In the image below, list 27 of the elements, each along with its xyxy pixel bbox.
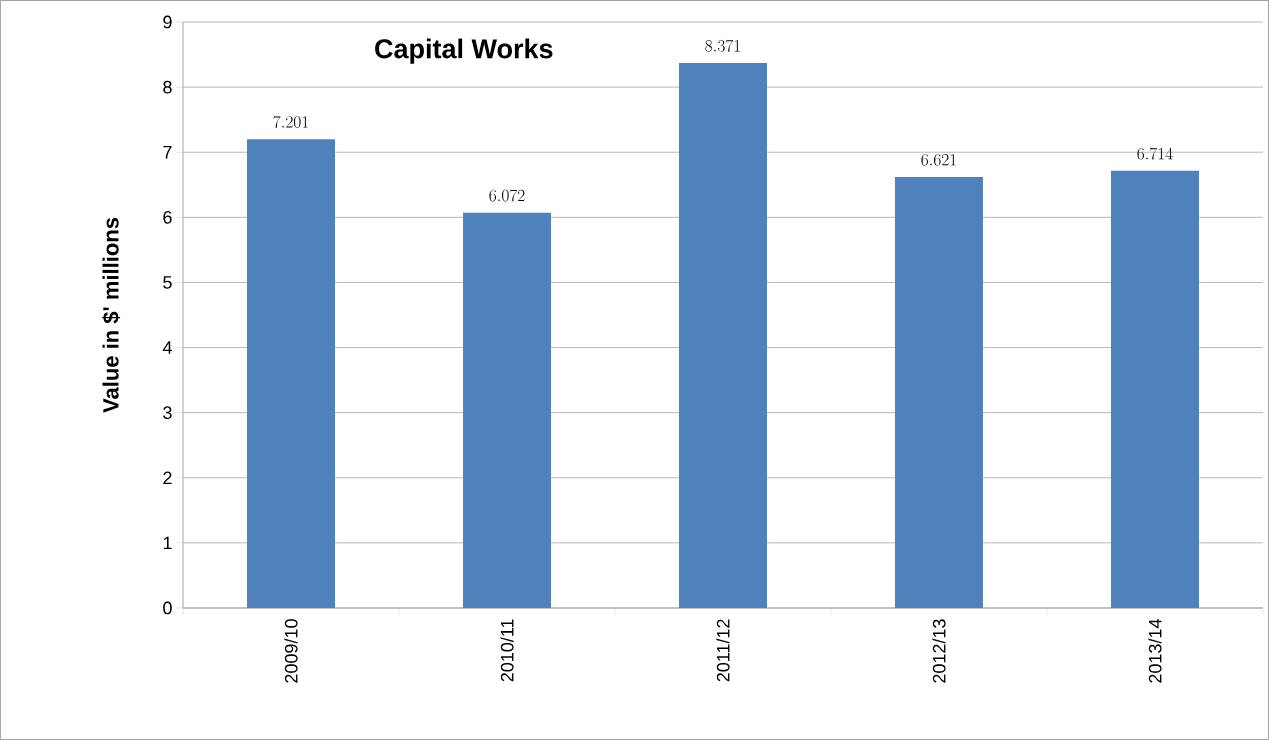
y-tick-label: 3 bbox=[163, 406, 172, 420]
bar bbox=[462, 212, 551, 608]
text: Capital Works bbox=[375, 38, 553, 64]
data-label: 6.072 bbox=[489, 189, 525, 202]
data-label: 7.201 bbox=[273, 115, 308, 128]
x-tick-label: 2009/10 bbox=[284, 619, 298, 683]
x-tick-label: 2011/12 bbox=[716, 619, 730, 682]
data-label: 6.621 bbox=[921, 153, 956, 166]
bar bbox=[1110, 170, 1199, 608]
y-tick-label: 0 bbox=[163, 601, 172, 615]
x-tick-label: 2013/14 bbox=[1148, 619, 1162, 683]
x-tick-label: 2010/11 bbox=[500, 619, 514, 682]
y-tick-label: 9 bbox=[163, 15, 172, 29]
y-tick-label: 8 bbox=[163, 80, 172, 94]
y-tick-label: 5 bbox=[163, 276, 172, 289]
y-tick-label: 1 bbox=[163, 536, 172, 550]
y-tick-label: 4 bbox=[162, 341, 172, 354]
y-tick-label: 6 bbox=[163, 210, 172, 224]
y-tick-label: 7 bbox=[163, 146, 172, 159]
y-axis-title: Value in $' millions bbox=[102, 217, 121, 413]
bar bbox=[247, 139, 335, 608]
data-label: 6.714 bbox=[1137, 147, 1173, 160]
bar bbox=[678, 62, 767, 608]
data-label: 8.371 bbox=[705, 39, 740, 52]
y-tick-label: 2 bbox=[163, 471, 172, 485]
bar bbox=[894, 176, 983, 608]
x-tick-label: 2012/13 bbox=[932, 619, 946, 683]
